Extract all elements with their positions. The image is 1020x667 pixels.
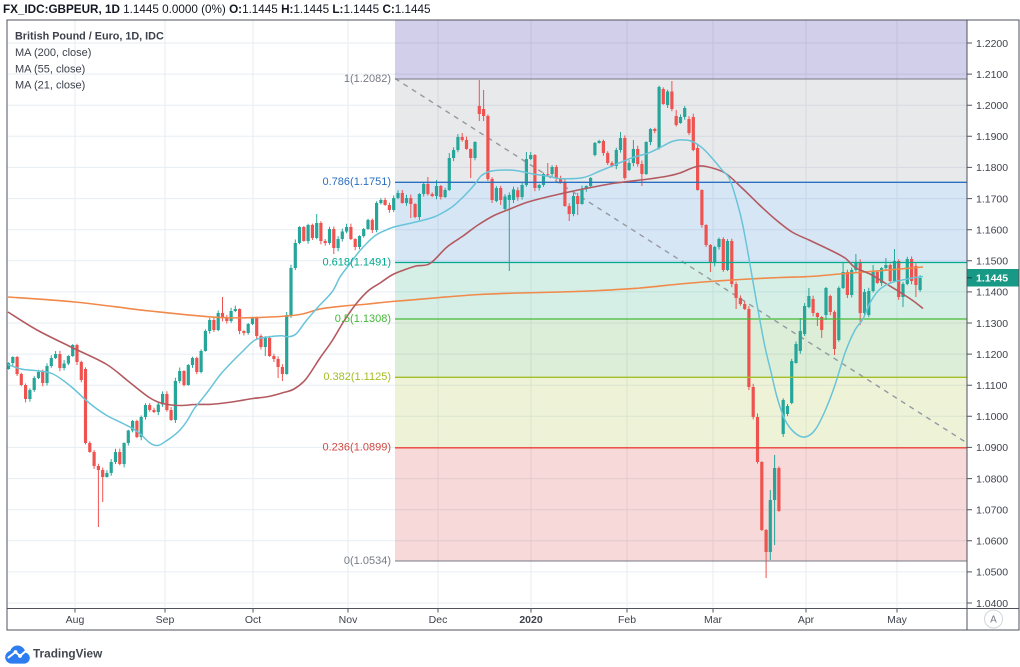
- svg-text:Mar: Mar: [704, 614, 723, 626]
- svg-text:Dec: Dec: [429, 614, 448, 626]
- svg-text:0.382(1.1125): 0.382(1.1125): [323, 371, 391, 383]
- svg-text:MA (21, close): MA (21, close): [15, 80, 85, 92]
- svg-text:May: May: [887, 614, 908, 626]
- svg-text:MA (55, close): MA (55, close): [15, 64, 85, 76]
- svg-text:1.0400: 1.0400: [976, 598, 1008, 610]
- svg-text:1.1200: 1.1200: [976, 349, 1008, 361]
- svg-text:MA (200, close): MA (200, close): [15, 47, 91, 59]
- svg-text:0.786(1.1751): 0.786(1.1751): [323, 176, 392, 188]
- svg-text:FX_IDC:GBPEUR, 1D 1.1445 0.000: FX_IDC:GBPEUR, 1D 1.1445 0.0000 (0%) O:1…: [3, 3, 431, 16]
- svg-text:1.0800: 1.0800: [976, 473, 1008, 485]
- svg-text:Apr: Apr: [798, 614, 815, 626]
- svg-text:1.1445: 1.1445: [976, 273, 1008, 285]
- svg-text:2020: 2020: [519, 614, 543, 626]
- svg-text:Sep: Sep: [156, 614, 175, 626]
- svg-text:1.0700: 1.0700: [976, 505, 1008, 517]
- svg-text:1.2200: 1.2200: [976, 38, 1008, 50]
- svg-text:Feb: Feb: [618, 614, 636, 626]
- svg-text:1.1700: 1.1700: [976, 193, 1008, 205]
- svg-text:A: A: [990, 615, 997, 626]
- svg-text:TradingView: TradingView: [33, 647, 103, 661]
- svg-text:1.2100: 1.2100: [976, 69, 1008, 81]
- svg-text:1.1600: 1.1600: [976, 225, 1008, 237]
- svg-text:1.1000: 1.1000: [976, 411, 1008, 423]
- svg-text:0.618(1.1491): 0.618(1.1491): [323, 256, 392, 268]
- svg-text:1.1100: 1.1100: [976, 380, 1007, 392]
- svg-text:0.236(1.0899): 0.236(1.0899): [323, 442, 392, 454]
- svg-text:1.0600: 1.0600: [976, 536, 1008, 548]
- svg-text:1.1900: 1.1900: [976, 131, 1008, 143]
- svg-text:Oct: Oct: [245, 614, 261, 626]
- svg-text:1.1800: 1.1800: [976, 162, 1008, 174]
- svg-text:1.1500: 1.1500: [976, 256, 1008, 268]
- svg-text:0.5(1.1308): 0.5(1.1308): [335, 313, 391, 325]
- svg-text:British Pound / Euro, 1D, IDC: British Pound / Euro, 1D, IDC: [15, 31, 164, 43]
- svg-text:1(1.2082): 1(1.2082): [344, 73, 391, 85]
- svg-text:1.0500: 1.0500: [976, 567, 1008, 579]
- svg-text:1.1300: 1.1300: [976, 318, 1008, 330]
- svg-text:Aug: Aug: [66, 614, 85, 626]
- svg-text:0(1.0534): 0(1.0534): [344, 555, 391, 567]
- svg-text:1.1400: 1.1400: [976, 287, 1008, 299]
- svg-text:Nov: Nov: [339, 614, 358, 626]
- svg-text:1.2000: 1.2000: [976, 100, 1008, 112]
- svg-text:1.0900: 1.0900: [976, 442, 1008, 454]
